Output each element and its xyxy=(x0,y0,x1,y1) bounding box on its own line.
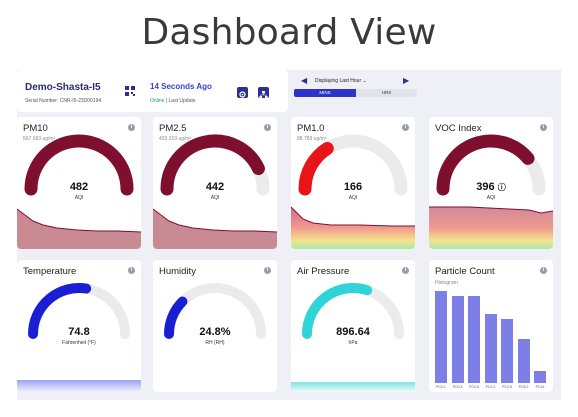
info-icon: ⓘ xyxy=(497,183,506,192)
last-update-time: 14 Seconds Ago xyxy=(150,82,212,91)
qr-code-icon[interactable] xyxy=(125,86,135,96)
histogram-bin-label: PC0.3 xyxy=(452,385,463,389)
status-online: Online xyxy=(150,98,165,104)
segment-mins[interactable]: MINS xyxy=(294,89,356,97)
segment-hrs[interactable]: HRS xyxy=(356,89,417,97)
gauge-unit: AQI xyxy=(74,195,84,201)
gauge-unit: AQI xyxy=(348,195,358,201)
trend-area xyxy=(153,208,277,249)
histogram-bar[interactable] xyxy=(517,338,530,383)
settings-button[interactable] xyxy=(237,87,248,98)
histogram-bar[interactable] xyxy=(501,318,513,383)
info-icon[interactable]: i xyxy=(128,267,135,274)
settings-icon xyxy=(239,91,246,98)
gauge xyxy=(164,283,266,339)
info-icon[interactable]: i xyxy=(128,124,135,131)
card-title: Humidity xyxy=(159,266,196,277)
gauge-unit: hPa xyxy=(348,340,358,346)
device-card: Demo-Shasta-I5 Serial Number: CNR-I5-23D… xyxy=(17,70,288,112)
card-title: PM10 xyxy=(23,123,48,134)
trend-area xyxy=(291,206,415,249)
trend-area xyxy=(291,382,415,392)
chevron-right-icon[interactable]: ▶ xyxy=(403,76,410,85)
gauge xyxy=(24,134,134,196)
info-icon[interactable]: i xyxy=(402,267,409,274)
time-range-dropdown[interactable]: Displaying Last Hour ⌄ xyxy=(315,78,367,84)
gauge xyxy=(28,283,130,339)
card-title: Air Pressure xyxy=(297,266,350,277)
gauge-unit: RH (RH) xyxy=(205,340,225,346)
gauge-fill xyxy=(436,134,535,196)
chevron-left-icon[interactable]: ◀ xyxy=(301,76,308,85)
serial-number: Serial Number: CNR-I5-23D00194 xyxy=(25,98,102,104)
device-name: Demo-Shasta-I5 xyxy=(25,82,101,93)
histogram-bin-label: PC10 xyxy=(535,385,545,389)
gauge-fill xyxy=(298,141,334,196)
temperature-card[interactable]: Temperature i 74.8 Fahrenheit (°F) xyxy=(17,260,141,392)
gauge-value: 896.64 xyxy=(336,326,370,338)
time-selector: ◀ Displaying Last Hour ⌄ ▶ MINS HRS xyxy=(292,70,418,100)
trend-area xyxy=(17,208,141,249)
card-subtitle: 88.783 ug/m³ xyxy=(297,136,327,142)
status-rest: | Last Update xyxy=(164,98,196,104)
gauge-unit: Fahrenheit (°F) xyxy=(62,340,96,346)
info-icon[interactable]: i xyxy=(264,124,271,131)
gauge xyxy=(302,283,404,339)
sitemap-icon xyxy=(259,91,268,98)
gauge-value: 166 xyxy=(343,181,363,193)
trend-area xyxy=(17,380,141,392)
dashboard: Demo-Shasta-I5 Serial Number: CNR-I5-23D… xyxy=(17,70,561,400)
histogram-bar[interactable] xyxy=(451,295,464,383)
histogram-bar[interactable] xyxy=(435,291,447,383)
pm25-card[interactable]: PM2.5 433.319 ug/m³ i 442 AQI xyxy=(153,117,277,249)
particle-count-card[interactable]: Particle Count Histogram i PC0.1 PC0.3 PC0… xyxy=(429,260,553,392)
gauge-value: 74.8 xyxy=(68,326,90,338)
card-title: PM1.0 xyxy=(297,123,325,134)
gauge-fill xyxy=(28,283,92,339)
network-button[interactable] xyxy=(258,87,269,98)
card-title: VOC Index xyxy=(435,123,482,134)
voc-card[interactable]: VOC Index i 396 ⓘ AQI xyxy=(429,117,553,249)
histogram-bar[interactable] xyxy=(534,371,546,383)
gauge-unit: AQI xyxy=(210,195,220,201)
gauge-unit: AQI xyxy=(486,195,496,201)
gauge xyxy=(436,134,546,196)
pm1-card[interactable]: PM1.0 88.783 ug/m³ i 166 AQI xyxy=(291,117,415,249)
card-title: Particle Count xyxy=(435,266,495,277)
gauge-value: 24.8% xyxy=(199,326,231,338)
info-icon[interactable]: i xyxy=(540,267,547,274)
histogram-bin-label: PC5.0 xyxy=(518,385,529,389)
info-icon[interactable]: i xyxy=(264,267,271,274)
gauge-fill xyxy=(302,283,373,339)
gauge xyxy=(298,134,408,196)
gauge-fill xyxy=(24,134,134,196)
info-icon[interactable]: i xyxy=(540,124,547,131)
gauge-fill xyxy=(160,134,265,196)
humidity-card[interactable]: Humidity i 24.8% RH (RH) xyxy=(153,260,277,392)
pm10-card[interactable]: PM10 567.693 ug/m³ i 482 AQI xyxy=(17,117,141,249)
card-subtitle: 433.319 ug/m³ xyxy=(159,136,192,142)
histogram-bin-label: PC1.0 xyxy=(485,385,496,389)
air-pressure-card[interactable]: Air Pressure i 896.64 hPa xyxy=(291,260,415,392)
gauge-value: 482 xyxy=(69,181,89,193)
histogram-bin-label: PC0.1 xyxy=(436,385,446,389)
info-icon[interactable]: i xyxy=(402,124,409,131)
gauge-fill xyxy=(164,296,188,339)
histogram-bar[interactable] xyxy=(468,295,480,383)
gauge-value: 396 ⓘ xyxy=(476,181,506,193)
time-range-label: Displaying Last Hour xyxy=(315,78,362,84)
histogram-label: Histogram xyxy=(435,280,458,286)
card-subtitle: 567.693 ug/m³ xyxy=(23,136,56,142)
histogram-bin-label: PC2.5 xyxy=(502,385,512,389)
gauge-value: 442 xyxy=(205,181,225,193)
page-title: Dashboard View xyxy=(141,12,437,53)
trend-area xyxy=(429,206,553,249)
gauge xyxy=(160,134,270,196)
card-title: PM2.5 xyxy=(159,123,187,134)
histogram-bar[interactable] xyxy=(484,314,497,383)
status-text: Online | Last Update xyxy=(150,98,196,104)
histogram-bin-label: PC0.5 xyxy=(469,385,479,389)
card-title: Temperature xyxy=(23,266,77,277)
chevron-down-icon: ⌄ xyxy=(362,78,367,84)
